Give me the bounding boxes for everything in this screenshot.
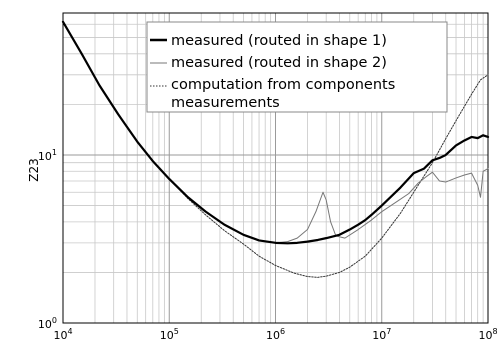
plot-frame bbox=[62, 12, 489, 324]
x-tick-label-1: 105 bbox=[160, 327, 179, 342]
x-tick-label-2: 106 bbox=[266, 327, 285, 342]
x-tick-label-4: 108 bbox=[478, 327, 497, 342]
series-layer bbox=[61, 20, 490, 278]
legend-label-shape2: measured (routed in shape 2) bbox=[171, 55, 387, 71]
legend-box bbox=[146, 21, 448, 113]
y-tick-label-1: 101 bbox=[38, 148, 57, 163]
x-tick-label-0: 104 bbox=[53, 327, 72, 342]
legend: measured (routed in shape 1) measured (r… bbox=[146, 21, 448, 113]
series-line-0 bbox=[61, 20, 490, 245]
x-tick-label-3: 107 bbox=[372, 327, 391, 342]
y-tick-label-0: 100 bbox=[38, 316, 57, 331]
y-axis-label: Z23 bbox=[27, 158, 41, 182]
legend-label-shape1: measured (routed in shape 1) bbox=[171, 33, 387, 49]
legend-label-computation-cont: measurements bbox=[171, 95, 280, 111]
tick-labels: 104 105 106 107 108 100 101 bbox=[38, 148, 498, 342]
legend-label-computation: computation from components bbox=[171, 77, 395, 93]
